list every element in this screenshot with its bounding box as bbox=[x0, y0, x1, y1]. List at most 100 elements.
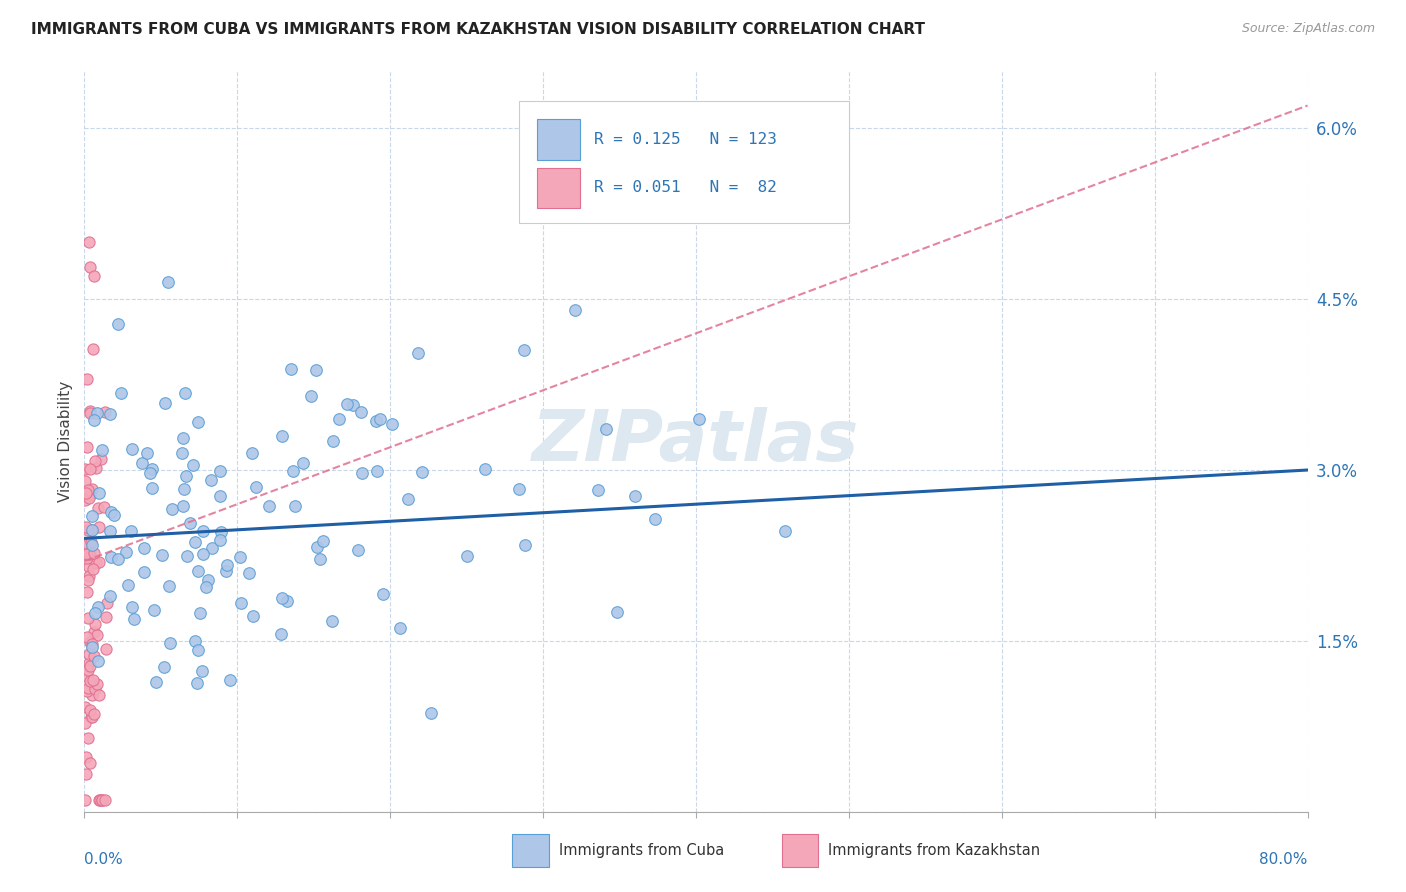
Point bbox=[368, 411, 391, 425]
Point bbox=[186, 676, 208, 690]
Point bbox=[623, 489, 645, 503]
Point bbox=[83, 706, 105, 721]
Point bbox=[77, 546, 100, 560]
Point bbox=[411, 465, 433, 479]
Point bbox=[110, 386, 132, 401]
Point bbox=[79, 488, 101, 502]
Point bbox=[87, 501, 110, 516]
Point bbox=[86, 600, 108, 615]
Point bbox=[307, 540, 329, 554]
Point bbox=[284, 499, 307, 513]
Point bbox=[107, 551, 129, 566]
FancyBboxPatch shape bbox=[537, 120, 579, 161]
Point bbox=[79, 548, 101, 562]
Point bbox=[80, 538, 103, 552]
Point bbox=[342, 398, 364, 412]
Point bbox=[141, 462, 163, 476]
Point bbox=[139, 466, 162, 480]
Point bbox=[162, 501, 184, 516]
Point bbox=[299, 389, 322, 403]
Point bbox=[86, 628, 108, 642]
Point bbox=[75, 520, 97, 534]
Point bbox=[83, 454, 105, 468]
Point bbox=[77, 523, 100, 537]
Point bbox=[366, 414, 388, 428]
Point bbox=[83, 681, 105, 696]
Point bbox=[89, 555, 111, 569]
Point bbox=[773, 524, 796, 538]
Point bbox=[366, 464, 388, 478]
Point bbox=[122, 612, 145, 626]
Point bbox=[77, 657, 100, 671]
Point bbox=[80, 710, 103, 724]
Point bbox=[184, 535, 207, 549]
Point bbox=[174, 386, 197, 401]
Point bbox=[508, 483, 530, 497]
Point bbox=[321, 614, 343, 628]
Point bbox=[456, 549, 478, 564]
Point bbox=[131, 456, 153, 470]
Point bbox=[79, 461, 101, 475]
Point bbox=[94, 793, 117, 807]
Point bbox=[79, 674, 101, 689]
Point bbox=[153, 660, 176, 674]
Point bbox=[79, 260, 101, 275]
Point bbox=[82, 482, 104, 496]
Point bbox=[90, 793, 112, 807]
Point bbox=[76, 372, 98, 386]
Point bbox=[77, 611, 100, 625]
Point bbox=[419, 706, 441, 720]
Point bbox=[79, 658, 101, 673]
Point bbox=[82, 342, 104, 356]
Point bbox=[352, 466, 374, 480]
Point bbox=[87, 654, 110, 668]
Point bbox=[79, 703, 101, 717]
Point bbox=[79, 404, 101, 418]
Point bbox=[389, 621, 412, 635]
Point bbox=[77, 573, 100, 587]
Point bbox=[77, 483, 100, 497]
Point bbox=[150, 548, 173, 562]
Point bbox=[80, 640, 103, 655]
Point bbox=[145, 675, 167, 690]
Point bbox=[91, 442, 114, 457]
Point bbox=[157, 579, 180, 593]
Point bbox=[270, 591, 292, 606]
Point bbox=[190, 664, 212, 678]
Point bbox=[135, 445, 157, 459]
Point bbox=[83, 546, 105, 560]
Point bbox=[93, 500, 115, 514]
Point bbox=[276, 594, 298, 608]
Point bbox=[90, 793, 112, 807]
Point bbox=[100, 505, 122, 519]
Point bbox=[142, 603, 165, 617]
Point bbox=[270, 627, 292, 641]
Point bbox=[76, 440, 98, 454]
Point bbox=[242, 609, 264, 624]
Point bbox=[77, 235, 100, 250]
Point bbox=[76, 681, 98, 695]
Point bbox=[100, 549, 122, 564]
Point bbox=[176, 469, 198, 483]
Point bbox=[231, 596, 253, 610]
Point bbox=[280, 362, 302, 376]
Point bbox=[173, 482, 195, 496]
Point bbox=[82, 562, 104, 576]
Point bbox=[200, 474, 222, 488]
Point bbox=[188, 606, 211, 620]
Point bbox=[80, 688, 103, 702]
Point bbox=[87, 520, 110, 534]
Point bbox=[76, 630, 98, 644]
Point bbox=[100, 524, 122, 538]
Point bbox=[76, 547, 98, 561]
Point bbox=[172, 431, 194, 445]
Point bbox=[217, 558, 239, 572]
Point bbox=[209, 524, 232, 539]
Point bbox=[79, 634, 101, 648]
Point bbox=[94, 641, 117, 656]
Point bbox=[564, 302, 586, 317]
Point bbox=[187, 642, 209, 657]
Point bbox=[586, 483, 609, 498]
Point bbox=[209, 489, 232, 503]
Text: Source: ZipAtlas.com: Source: ZipAtlas.com bbox=[1241, 22, 1375, 36]
